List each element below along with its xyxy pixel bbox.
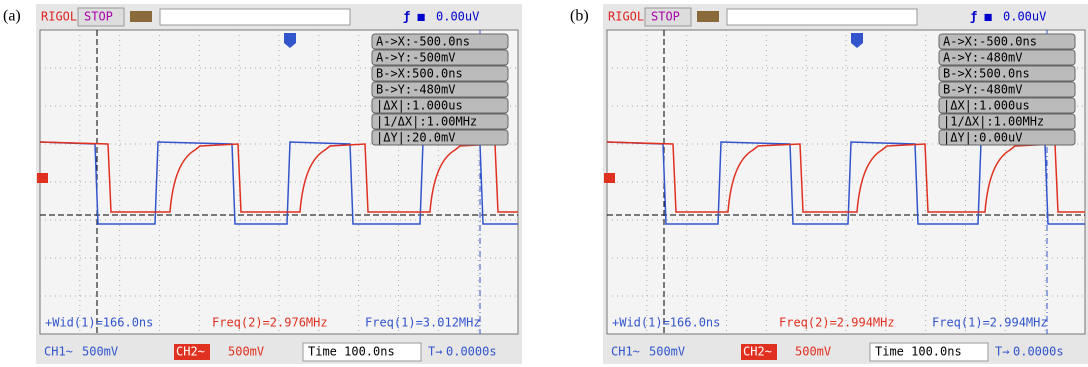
status: STOP	[84, 10, 113, 24]
cursor-readout: A->Y:-480mV	[943, 51, 1022, 65]
trigger-readout: 0.00uV	[1003, 10, 1046, 24]
cursor-readout: |ΔY|:20.0mV	[376, 131, 455, 145]
ch2-marker	[604, 173, 615, 183]
memory-icon	[697, 11, 719, 22]
panel-label: (a)	[3, 8, 21, 25]
ch1-scale: 500mV	[82, 345, 118, 359]
trigger-pos-icon: T→	[995, 345, 1009, 359]
ch1-label: CH1~	[44, 345, 73, 359]
ch1-scale: 500mV	[649, 345, 685, 359]
ch1-label: CH1~	[611, 345, 640, 359]
memory-icon	[130, 11, 152, 22]
measurement: Freq(1)=3.012MHz	[365, 316, 481, 330]
trigger-pos: 0.0000s	[1013, 345, 1064, 359]
timebase: Time 100.0ns	[875, 345, 962, 359]
ch2-marker	[37, 173, 48, 183]
cursor-readout: B->X:500.0ns	[376, 67, 463, 81]
cursor-readout: B->Y:-480mV	[376, 83, 455, 97]
trigger-pos-icon: T→	[428, 345, 442, 359]
measurement: Freq(2)=2.976MHz	[212, 316, 328, 330]
brand: RIGOL	[608, 10, 644, 24]
cursor-readout: A->X:-500.0ns	[943, 35, 1037, 49]
overview	[160, 9, 350, 25]
cursor-readout: |1/ΔX|:1.00MHz	[943, 115, 1044, 129]
cursor-readout: |ΔY|:0.00uV	[943, 131, 1022, 145]
brand: RIGOL	[41, 10, 77, 24]
timebase: Time 100.0ns	[308, 345, 395, 359]
cursor-readout: A->X:-500.0ns	[376, 35, 470, 49]
trigger-icon: ƒ ■	[970, 10, 992, 24]
scope-panel: (a) RIGOL STOP ƒ ■ 0.00uV A->X:-500.0ns A->Y:-…	[3, 4, 522, 364]
overview	[727, 9, 917, 25]
cursor-readout: |1/ΔX|:1.00MHz	[376, 115, 477, 129]
panel-label: (b)	[570, 8, 589, 25]
cursor-readout: |ΔX|:1.000us	[943, 99, 1030, 113]
ch2-scale: 500mV	[228, 345, 264, 359]
trigger-pos: 0.0000s	[446, 345, 497, 359]
cursor-readout: |ΔX|:1.000us	[376, 99, 463, 113]
measurement: Freq(1)=2.994MHz	[932, 316, 1048, 330]
measurement: +Wid(1)=166.0ns	[45, 316, 153, 330]
figure: (a) RIGOL STOP ƒ ■ 0.00uV A->X:-500.0ns A->Y:-…	[0, 0, 1088, 367]
measurement: +Wid(1)=166.0ns	[612, 316, 720, 330]
cursor-readout: B->X:500.0ns	[943, 67, 1030, 81]
status: STOP	[651, 10, 680, 24]
ch2-scale: 500mV	[795, 345, 831, 359]
trigger-readout: 0.00uV	[436, 10, 479, 24]
measurement: Freq(2)=2.994MHz	[779, 316, 895, 330]
scope-panel: (b) RIGOL STOP ƒ ■ 0.00uV A->X:-500.0ns A->Y:-…	[570, 4, 1088, 364]
cursor-readout: A->Y:-500mV	[376, 51, 455, 65]
ch2-label: CH2~	[743, 345, 772, 359]
ch2-label: CH2~	[176, 345, 205, 359]
trigger-icon: ƒ ■	[403, 10, 425, 24]
cursor-readout: B->Y:-480mV	[943, 83, 1022, 97]
